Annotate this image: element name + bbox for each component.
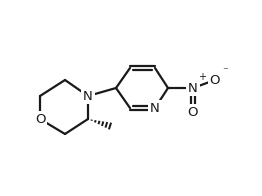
Text: O: O [210, 74, 220, 86]
Text: ⁻: ⁻ [222, 66, 228, 76]
Text: O: O [35, 113, 45, 125]
Text: N: N [150, 102, 160, 114]
Text: N: N [83, 90, 93, 103]
Text: O: O [188, 105, 198, 119]
Text: N: N [188, 82, 198, 94]
Text: +: + [198, 72, 206, 82]
